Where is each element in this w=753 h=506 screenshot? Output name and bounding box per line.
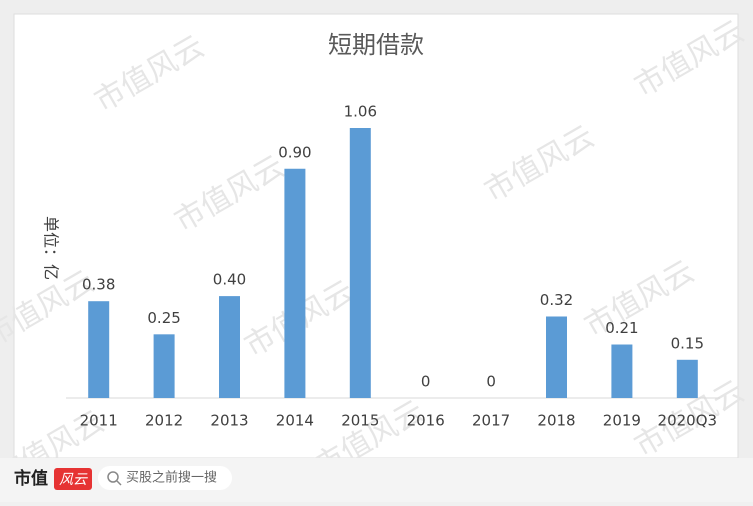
value-label: 0: [486, 373, 496, 391]
bar: [219, 296, 240, 398]
x-tick-label: 2016: [407, 412, 445, 430]
x-tick-label: 2018: [537, 412, 575, 430]
value-label: 1.06: [344, 103, 377, 121]
x-tick-label: 2020Q3: [658, 412, 718, 430]
bar: [676, 359, 698, 398]
x-tick-label: 2015: [341, 412, 379, 430]
bar: [284, 168, 306, 398]
search-icon: [107, 471, 119, 483]
value-label: 0.21: [605, 319, 638, 337]
bar: [349, 128, 371, 398]
x-tick-label: 2011: [80, 412, 118, 430]
value-label: 0.90: [278, 143, 311, 161]
bar: [88, 301, 110, 398]
brand-mark-box: [54, 468, 92, 490]
bar: [153, 334, 175, 398]
x-tick-label: 2013: [210, 412, 248, 430]
x-tick-label: 2017: [472, 412, 510, 430]
search-icon-handle: [116, 480, 122, 486]
value-label: 0: [421, 373, 431, 391]
search-placeholder: 买股之前搜一搜: [126, 470, 217, 486]
value-label: 0.25: [147, 309, 180, 327]
bar: [546, 316, 567, 398]
footer-brand-mark: 风云: [59, 472, 88, 488]
x-tick-label: 2019: [603, 412, 641, 430]
y-axis-label: 单位：亿: [42, 216, 61, 280]
search-box[interactable]: [98, 466, 232, 490]
x-tick-label: 2014: [276, 412, 314, 430]
footer-brand: 市值: [14, 468, 48, 489]
x-tick-label: 2012: [145, 412, 183, 430]
chart-title: 短期借款: [328, 31, 424, 59]
bar: [611, 344, 633, 398]
value-label: 0.38: [82, 276, 115, 294]
value-label: 0.15: [671, 334, 704, 352]
value-label: 0.32: [540, 291, 573, 309]
value-label: 0.40: [213, 271, 246, 289]
